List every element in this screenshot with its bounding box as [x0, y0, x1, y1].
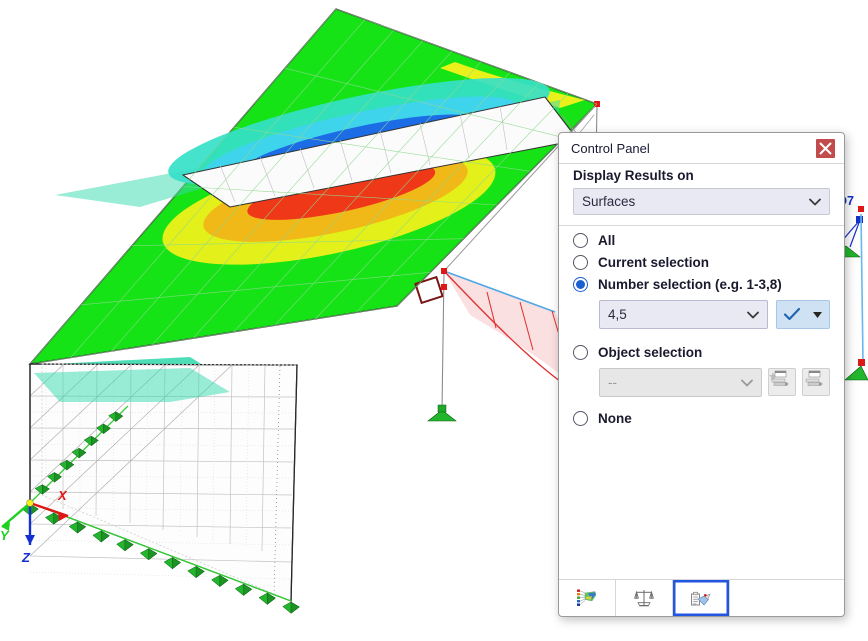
- svg-text:X: X: [57, 488, 68, 503]
- svg-text:Y: Y: [0, 528, 10, 543]
- svg-text:Z: Z: [21, 550, 31, 565]
